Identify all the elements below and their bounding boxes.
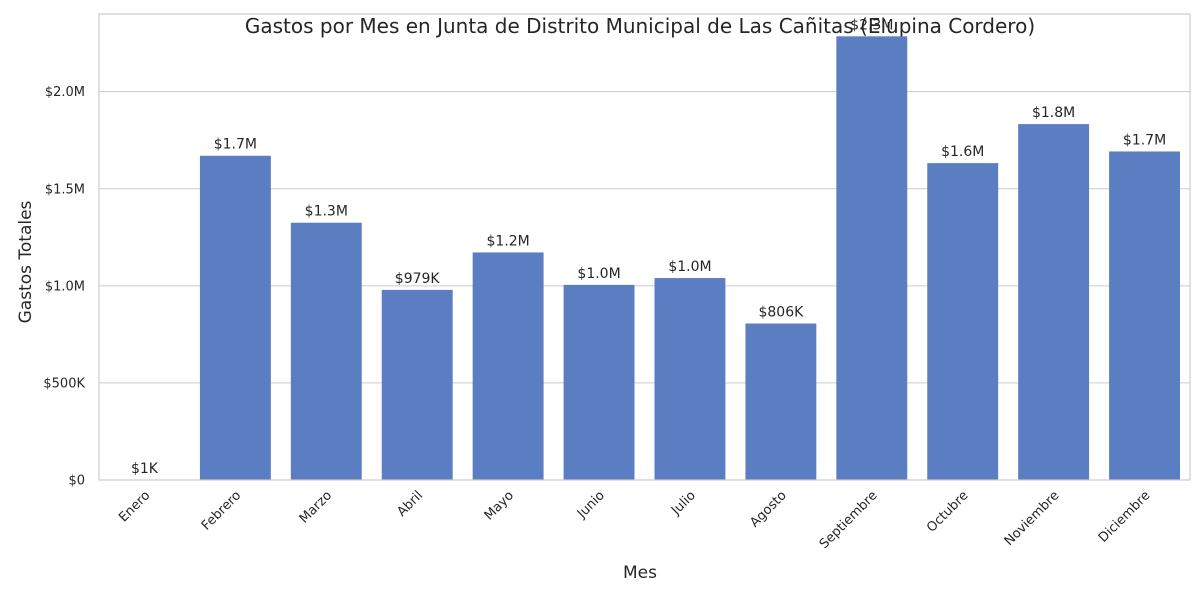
data-label: $1.0M [577,266,620,282]
x-tick-label: Marzo [297,488,335,526]
data-label: $1K [131,461,159,477]
x-tick-label: Diciembre [1096,488,1154,546]
data-label: $1.7M [214,137,257,153]
data-label: $979K [395,271,441,287]
x-tick-label: Septiembre [817,488,881,552]
y-axis-ticks: $0 $500K $1.0M $1.5M $2.0M [43,85,85,488]
chart-title: Gastos por Mes en Junta de Distrito Muni… [245,14,1035,38]
data-label: $1.3M [305,204,348,220]
x-tick-label: Octubre [924,488,971,535]
plot-frame [98,13,1191,481]
bar-noviembre [1018,124,1090,480]
data-label: $1.2M [486,233,529,249]
bar-febrero [199,155,271,480]
x-axis-ticks: Enero Febrero Marzo Abril Mayo Junio Julio Agos… [116,488,1153,552]
bar-junio [563,284,635,480]
plot-border [98,13,1191,481]
y-tick-label: $500K [43,376,85,391]
y-tick-label: $1.5M [45,182,85,197]
y-tick-label: $0 [68,474,85,489]
data-label: $1.0M [668,259,711,275]
y-tick-label: $2.0M [45,85,85,100]
bar-abril [381,289,453,480]
bar-marzo [290,222,362,480]
x-tick-label: Noviembre [1002,488,1063,549]
data-label: $806K [758,305,804,321]
bar-diciembre [1109,151,1180,480]
data-label: $1.6M [941,144,984,160]
x-axis-title: Mes [623,563,657,583]
x-tick-label: Febrero [199,488,244,533]
x-tick-label: Mayo [482,488,517,523]
bar-julio [654,278,726,480]
bars [109,36,1180,481]
x-tick-label: Agosto [747,488,789,530]
data-label: $2.3M [850,17,893,33]
bar-mayo [472,252,544,480]
x-tick-label: Abril [394,488,426,520]
bar-septiembre [836,36,908,481]
bar-agosto [745,323,817,480]
y-axis-title: Gastos Totales [16,200,36,323]
bar-octubre [927,163,999,480]
x-tick-label: Enero [116,488,153,525]
y-tick-label: $1.0M [45,279,85,294]
data-label: $1.8M [1032,105,1075,121]
data-label: $1.7M [1123,132,1166,148]
data-labels: $1K $1.7M $1.3M $979K $1.2M $1.0M $1.0M $806K $2… [131,17,1166,476]
x-tick-label: Junio [574,488,608,522]
x-tick-label: Julio [668,488,699,519]
